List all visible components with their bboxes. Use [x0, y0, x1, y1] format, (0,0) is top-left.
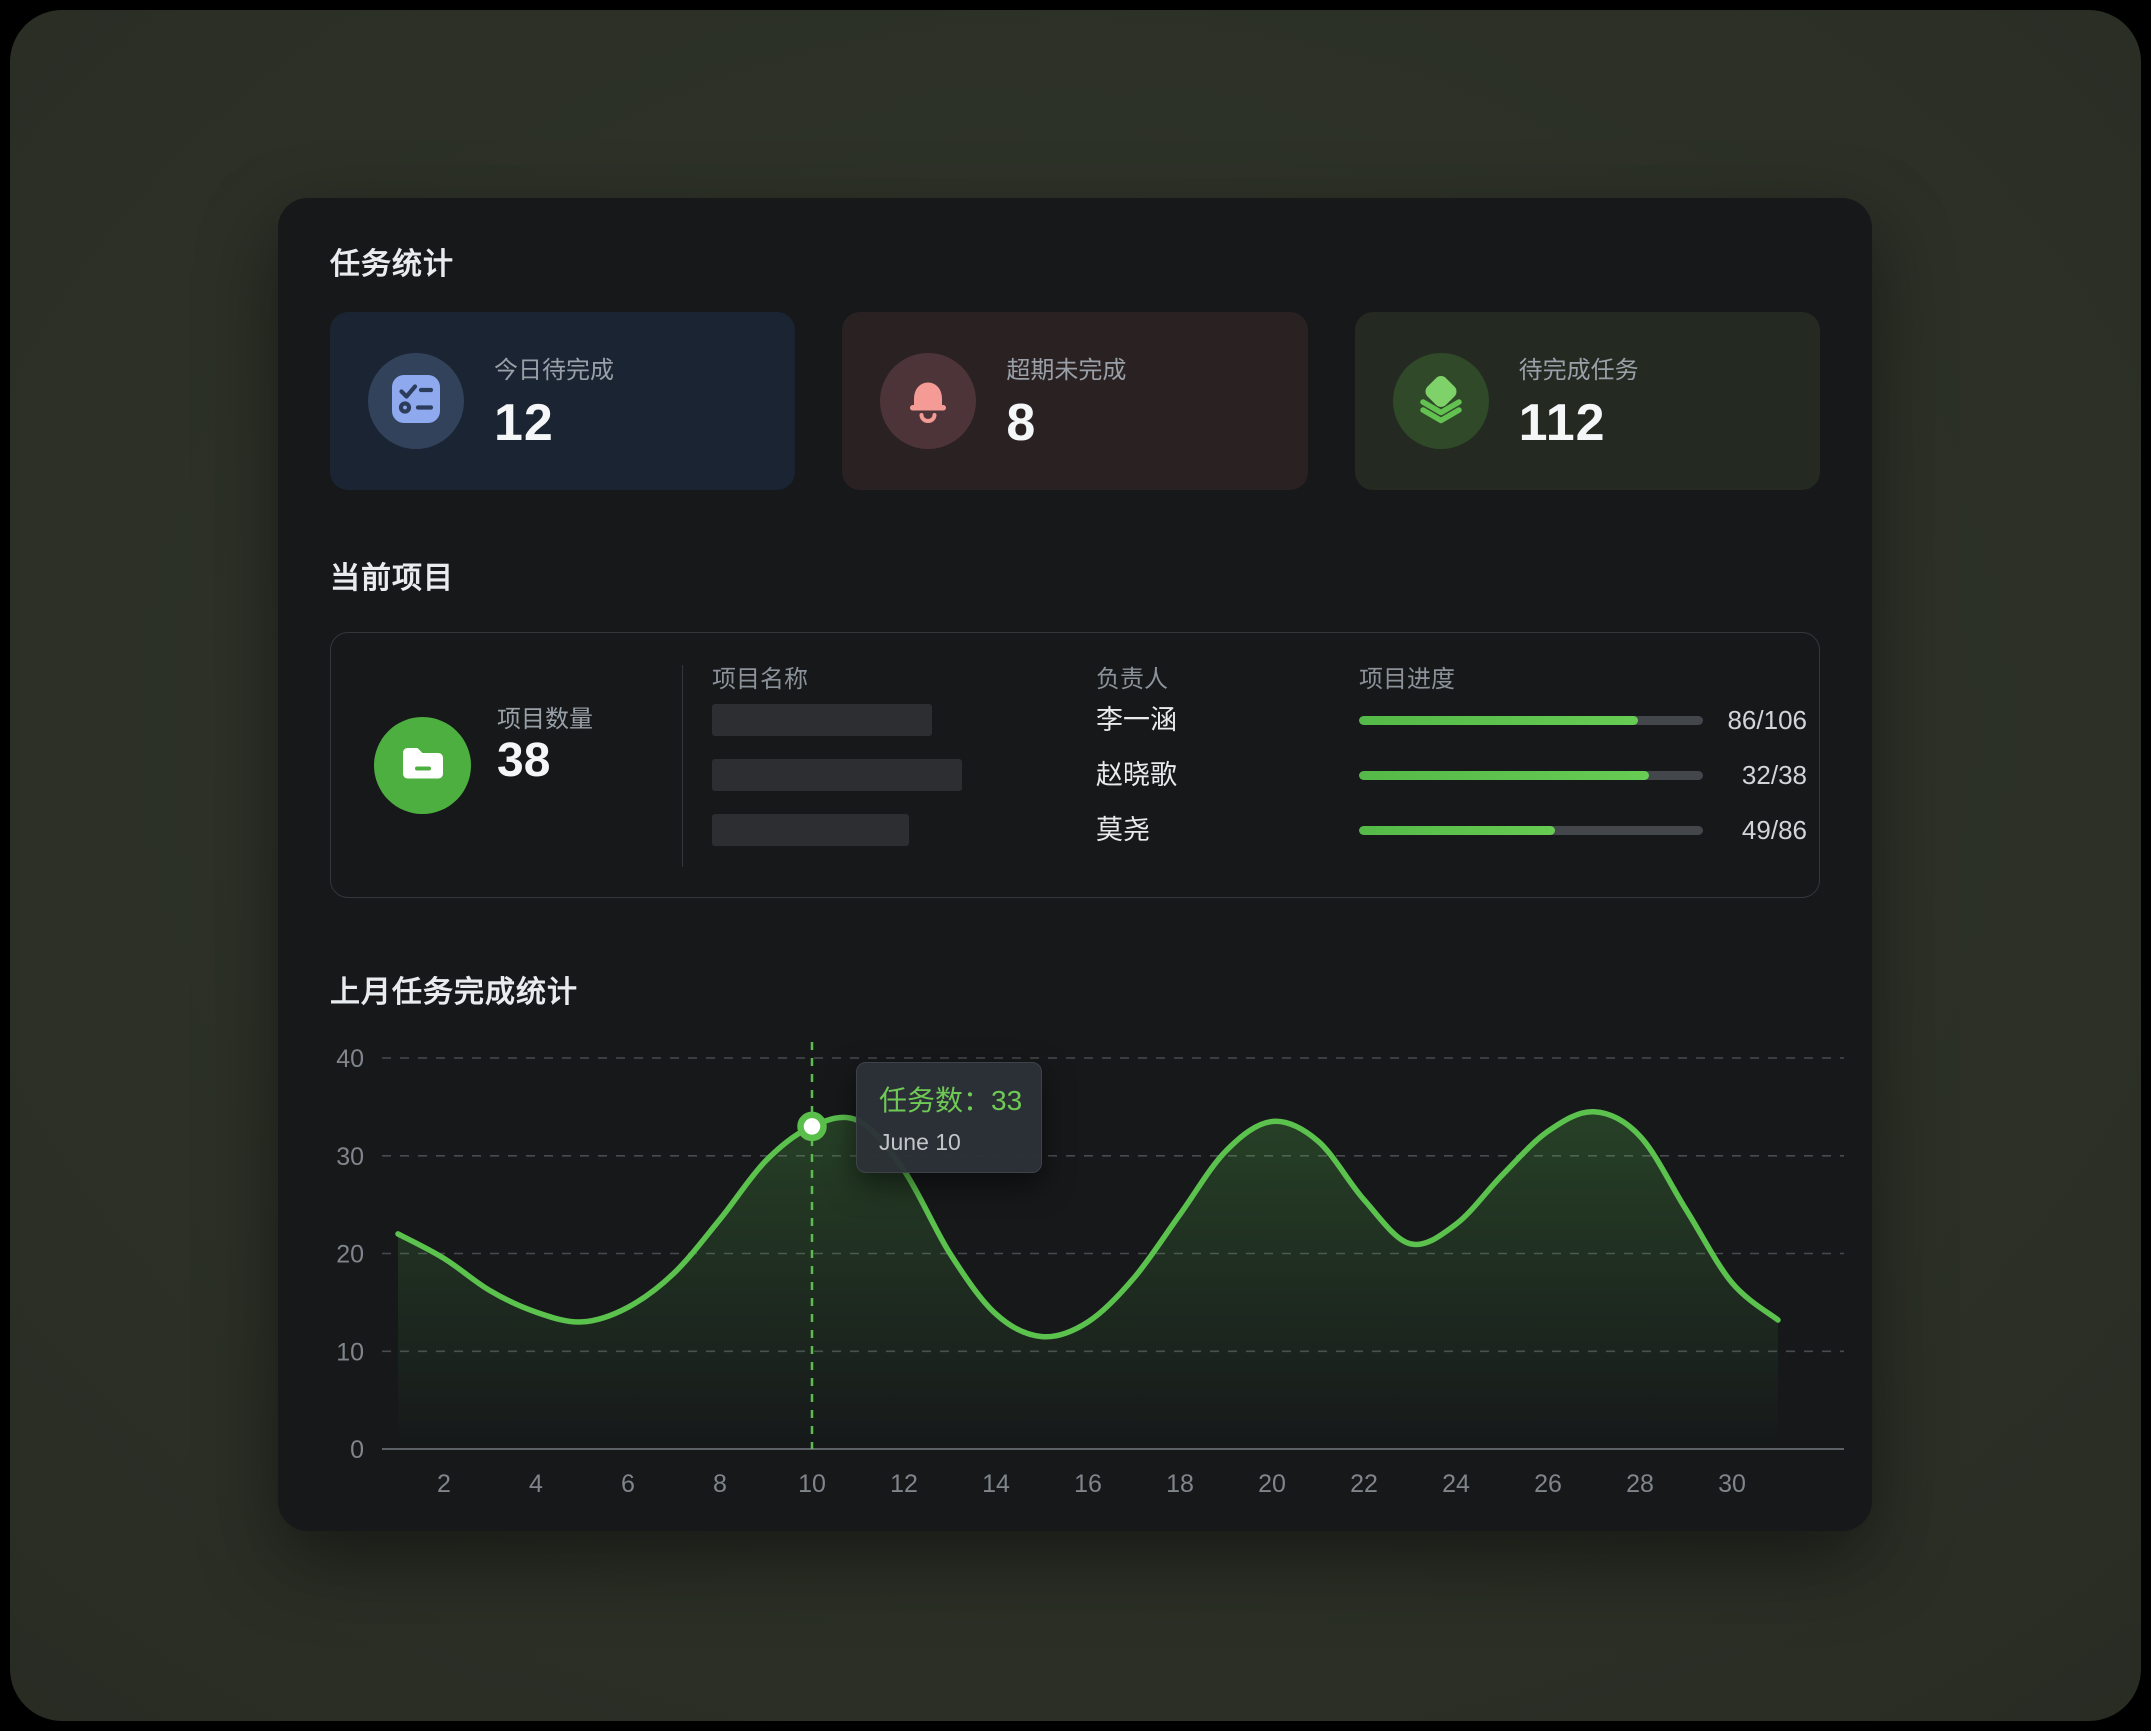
- x-tick-label: 14: [982, 1470, 1010, 1498]
- y-tick-label: 0: [350, 1436, 364, 1464]
- project-name-skeleton: [712, 759, 962, 791]
- tooltip-date: June 10: [879, 1129, 961, 1155]
- project-count-label: 项目数量: [497, 706, 593, 733]
- x-tick-label: 22: [1350, 1470, 1378, 1498]
- x-tick-label: 12: [890, 1470, 918, 1498]
- stat-label: 今日待完成: [494, 356, 614, 384]
- owner-name: 赵晓歌: [1096, 760, 1177, 790]
- x-tick-label: 6: [621, 1470, 635, 1498]
- layers-icon: [1415, 373, 1467, 430]
- stat-icon-circle: [1392, 353, 1489, 449]
- y-tick-label: 10: [336, 1338, 364, 1366]
- col-header-owner: 负责人: [1096, 666, 1168, 693]
- x-tick-label: 2: [437, 1470, 451, 1498]
- stat-value: 112: [1518, 393, 1606, 452]
- x-tick-label: 4: [529, 1470, 543, 1498]
- folder-icon: [400, 743, 446, 788]
- col-header-project-name: 项目名称: [712, 666, 808, 693]
- x-tick-label: 28: [1626, 1470, 1654, 1498]
- x-tick-label: 20: [1258, 1470, 1286, 1498]
- owner-name: 莫尧: [1096, 815, 1150, 845]
- stat-card-overdue: 超期未完成 8: [842, 312, 1308, 490]
- y-tick-label: 40: [336, 1045, 364, 1073]
- x-tick-label: 8: [713, 1470, 727, 1498]
- data-line: [395, 1109, 1781, 1340]
- column-divider: [682, 665, 683, 867]
- x-tick-label: 30: [1718, 1470, 1746, 1498]
- x-tick-label: 16: [1074, 1470, 1102, 1498]
- stat-icon-circle: [880, 353, 977, 449]
- progress-value: 49/86: [1741, 815, 1807, 845]
- x-tick-label: 26: [1534, 1470, 1562, 1498]
- section-title-task-stats: 任务统计: [330, 248, 454, 281]
- progress-value: 86/106: [1727, 705, 1807, 735]
- owner-name: 李一涵: [1096, 705, 1177, 735]
- progress-bar: [1359, 771, 1703, 780]
- checklist-icon: [388, 371, 444, 432]
- col-header-progress: 项目进度: [1359, 666, 1455, 693]
- project-name-skeleton: [712, 704, 932, 736]
- x-tick-label: 24: [1442, 1470, 1470, 1498]
- project-name-skeleton: [712, 814, 909, 846]
- x-tick-label: 10: [798, 1470, 826, 1498]
- y-tick-label: 20: [336, 1241, 364, 1269]
- stat-card-pending: 待完成任务 112: [1354, 312, 1820, 490]
- progress-value: 32/38: [1741, 760, 1807, 790]
- stat-card-row: 今日待完成 12 超期未完成 8: [330, 312, 1820, 490]
- progress-fill: [1359, 716, 1638, 725]
- section-title-chart: 上月任务完成统计: [330, 976, 578, 1009]
- stat-label: 待完成任务: [1518, 356, 1639, 384]
- progress-fill: [1359, 771, 1649, 780]
- tooltip-task-count: 任务数：33: [879, 1085, 1023, 1116]
- progress-fill: [1359, 826, 1556, 835]
- stat-value: 12: [494, 393, 554, 452]
- stat-card-today: 今日待完成 12: [330, 312, 796, 490]
- stat-label: 超期未完成: [1006, 356, 1127, 384]
- line-chart[interactable]: 0 10 20 30 40 2 4 6 8 10 12 14 16 18 20 22 24 26 28 30 任务数：…: [278, 1020, 1872, 1520]
- section-title-current-projects: 当前项目: [330, 562, 454, 595]
- chart-marker[interactable]: [797, 1111, 827, 1142]
- project-count-circle: [374, 717, 471, 814]
- bell-icon: [904, 374, 952, 429]
- area-fill: [398, 1111, 1778, 1449]
- progress-bar: [1359, 716, 1703, 725]
- project-count-value: 38: [497, 734, 551, 787]
- stat-value: 8: [1006, 393, 1037, 452]
- x-tick-label: 18: [1166, 1470, 1194, 1498]
- y-tick-label: 30: [336, 1143, 364, 1171]
- stat-icon-circle: [368, 353, 464, 449]
- project-summary-card: 项目数量 38 项目名称 负责人 项目进度 李一涵 赵晓歌 莫尧 86/106 …: [330, 632, 1820, 898]
- progress-bar: [1359, 826, 1703, 835]
- dashboard-panel: 任务统计 今日待完成 12: [278, 198, 1872, 1531]
- chart-tooltip: 任务数：33 June 10: [856, 1062, 1042, 1173]
